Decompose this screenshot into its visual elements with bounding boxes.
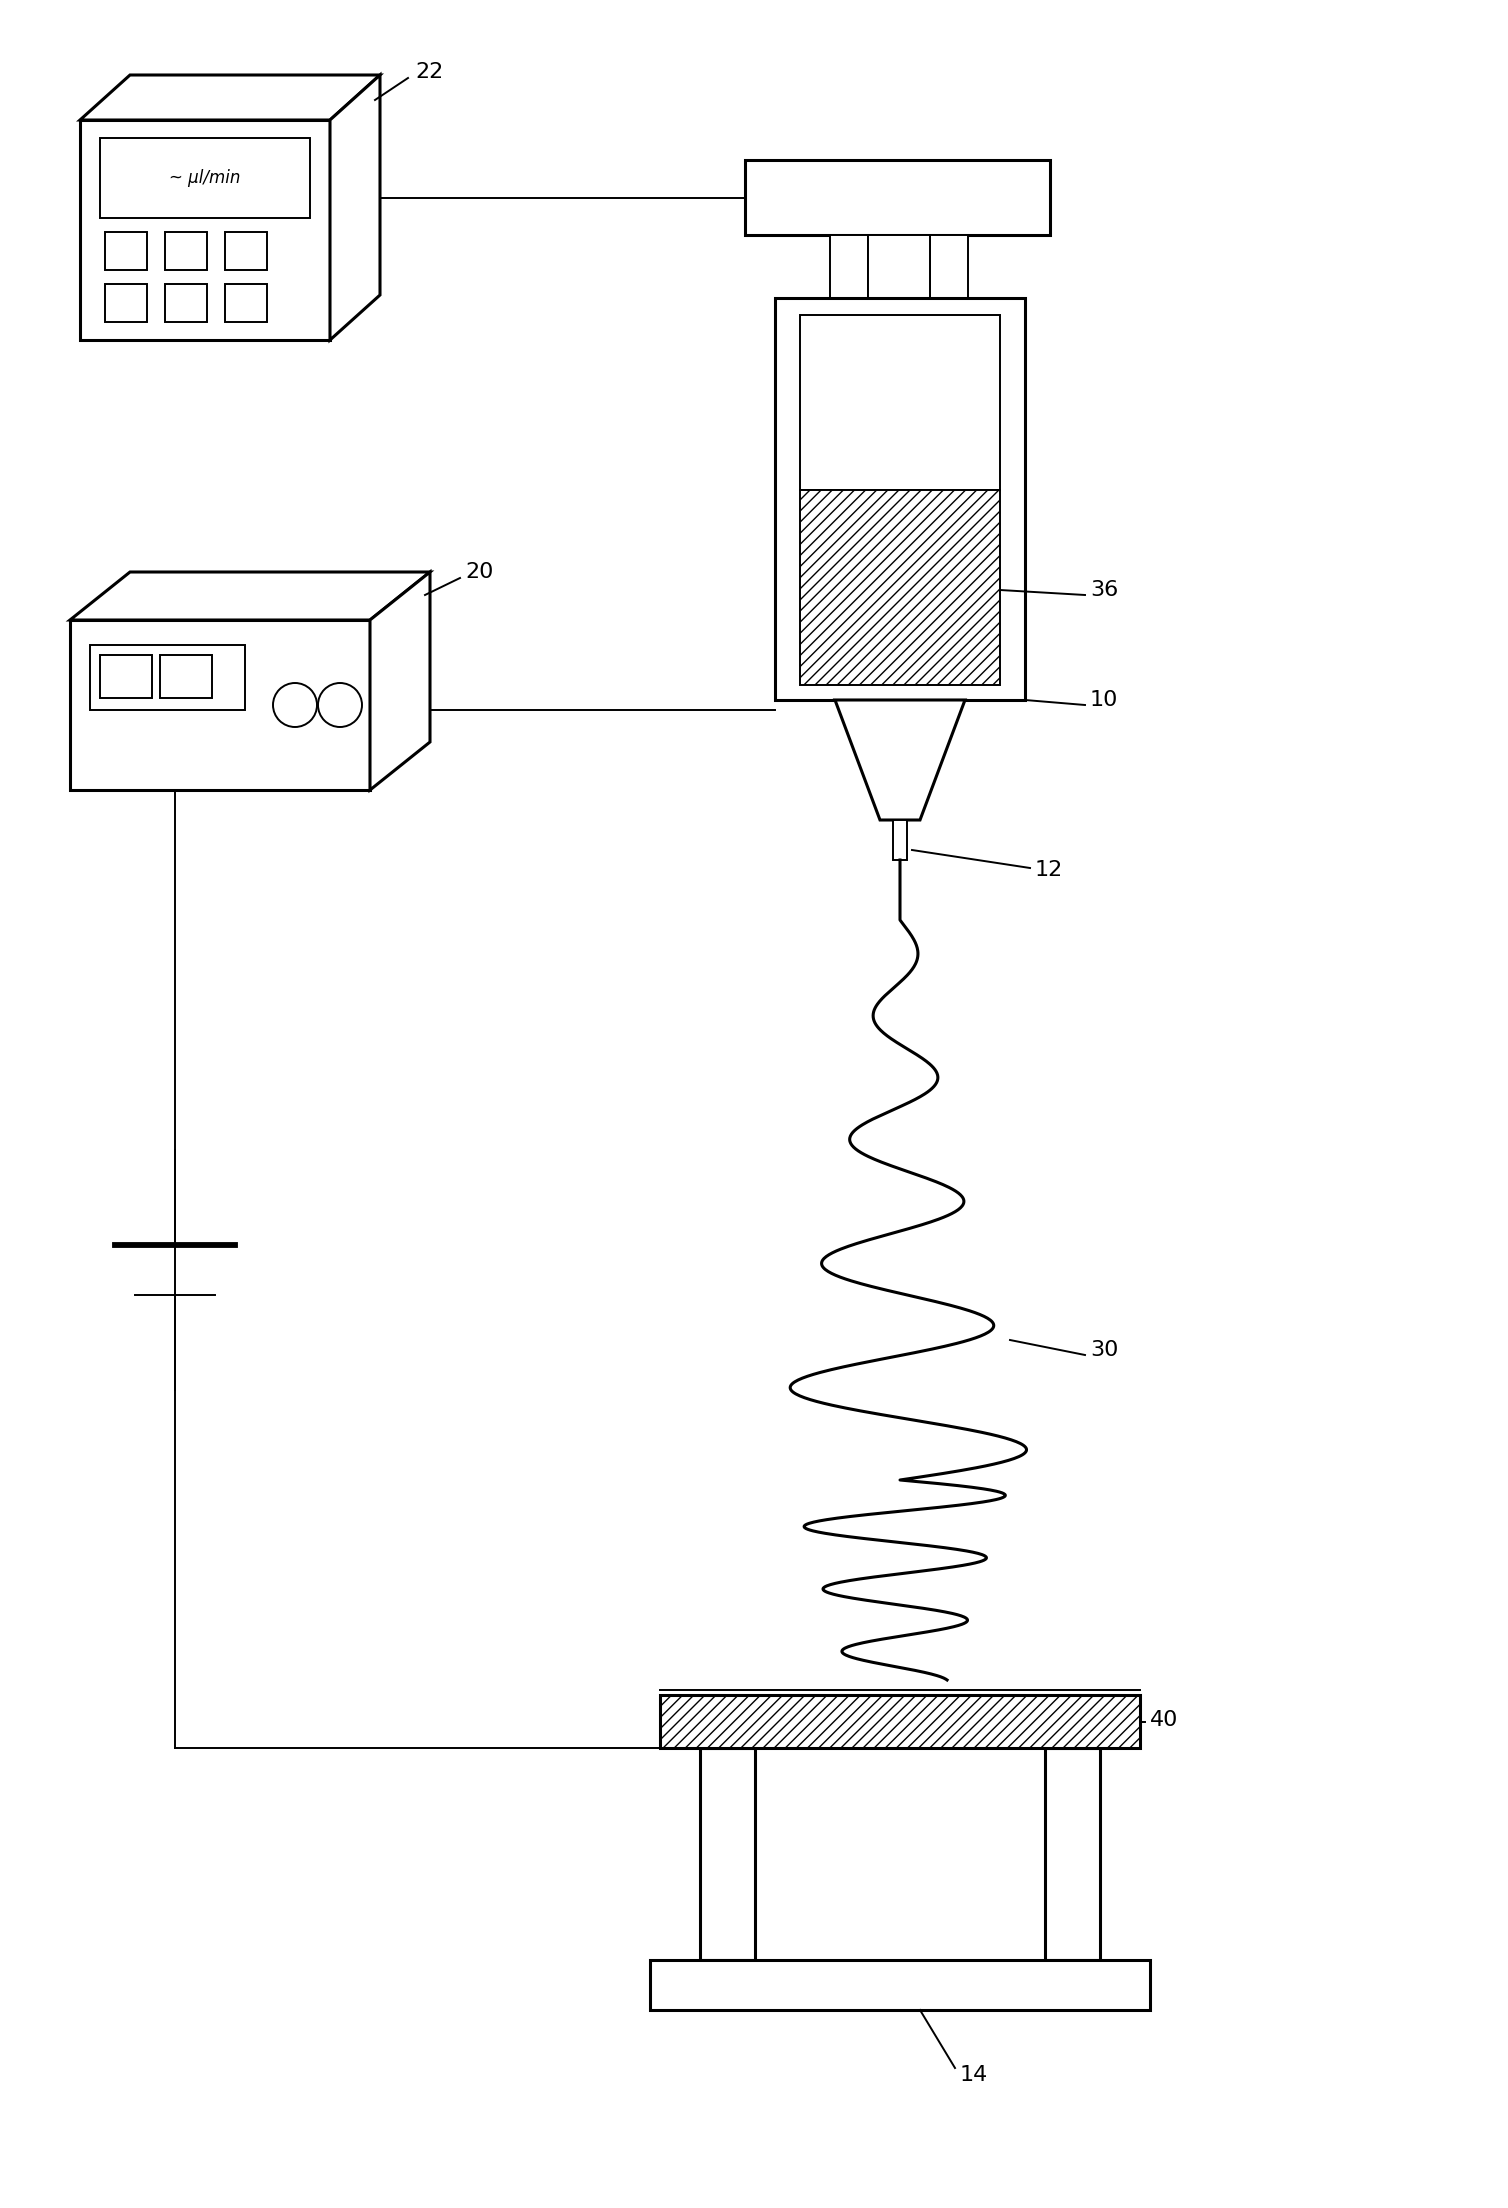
Polygon shape (745, 159, 1050, 234)
Polygon shape (1045, 1749, 1099, 1961)
Polygon shape (869, 234, 930, 298)
Text: 10: 10 (1090, 689, 1119, 711)
Text: 30: 30 (1090, 1340, 1119, 1360)
Polygon shape (829, 234, 869, 298)
Polygon shape (80, 75, 380, 119)
Polygon shape (893, 819, 906, 859)
Polygon shape (225, 285, 267, 322)
Text: 20: 20 (464, 563, 493, 583)
Polygon shape (700, 1749, 756, 1961)
Polygon shape (100, 656, 152, 698)
Text: ~ μl/min: ~ μl/min (169, 170, 241, 188)
Polygon shape (930, 234, 968, 298)
Polygon shape (100, 137, 311, 219)
Polygon shape (69, 572, 430, 620)
Polygon shape (69, 620, 369, 790)
Polygon shape (80, 119, 330, 340)
Polygon shape (106, 232, 146, 269)
Polygon shape (801, 316, 1000, 490)
Polygon shape (164, 232, 207, 269)
Polygon shape (330, 75, 380, 340)
Polygon shape (369, 572, 430, 790)
Polygon shape (225, 232, 267, 269)
Text: 22: 22 (415, 62, 443, 82)
Polygon shape (90, 645, 244, 711)
Polygon shape (106, 285, 146, 322)
Polygon shape (801, 490, 1000, 684)
Polygon shape (661, 1696, 1140, 1749)
Polygon shape (650, 1961, 1151, 2009)
Text: 12: 12 (1034, 859, 1063, 881)
Text: 14: 14 (961, 2064, 988, 2084)
Text: 36: 36 (1090, 581, 1119, 601)
Polygon shape (775, 298, 1025, 700)
Text: 40: 40 (1151, 1709, 1178, 1731)
Polygon shape (835, 700, 965, 819)
Polygon shape (164, 285, 207, 322)
Polygon shape (160, 656, 213, 698)
